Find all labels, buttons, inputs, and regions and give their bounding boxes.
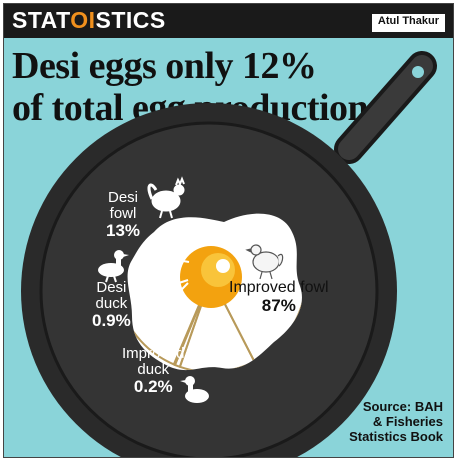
slice-name: Desi — [108, 189, 139, 206]
slice-label-desi-duck: Desi duck 0.9% — [92, 280, 131, 329]
slice-label-improved-fowl: Improved fowl 87% — [229, 279, 329, 315]
slice-label-improved-duck: Improved duck 0.2% — [122, 346, 185, 395]
slice-name: fowl — [109, 204, 137, 222]
frying-pan-chart — [21, 51, 437, 457]
slice-value: 13% — [106, 220, 141, 240]
slice-name: duck — [95, 294, 128, 312]
yolk-shine — [216, 259, 230, 273]
slice-name: Improved fowl — [229, 279, 329, 296]
source-line: & Fisheries — [372, 413, 443, 429]
hen-icon — [245, 244, 284, 280]
source-line: Source: BAH — [362, 399, 443, 414]
slice-value: 0.2% — [133, 376, 173, 396]
infographic-frame: STATOISTICS Atul Thakur Desi eggs only 1… — [3, 3, 454, 458]
duck-icon — [180, 376, 209, 403]
slice-value: 87% — [261, 295, 296, 315]
source-note: Source: BAH & Fisheries Statistics Book — [349, 399, 443, 445]
slice-name: Improved — [122, 345, 185, 362]
rooster-icon — [147, 176, 185, 219]
slice-name: Desi — [96, 279, 127, 296]
chart-title-line-1: Desi eggs only 12% — [12, 45, 317, 87]
duck-icon — [98, 250, 129, 283]
leader-desi-duck — [138, 279, 189, 297]
slice-value: 0.9% — [92, 310, 131, 330]
slice-label-desi-fowl: Desi fowl 13% — [106, 190, 140, 239]
source-line: Statistics Book — [349, 428, 443, 444]
leader-improved-duck — [143, 282, 189, 329]
handle-hole — [412, 66, 424, 78]
slice-name: duck — [137, 360, 170, 378]
author-byline: Atul Thakur — [371, 14, 445, 32]
pie-slice-improved-duck — [172, 276, 212, 367]
header-bar: STATOISTICS Atul Thakur — [4, 4, 453, 38]
pan-handle — [334, 51, 437, 164]
brand-logo: STATOISTICS — [12, 7, 166, 33]
leader-desi-fowl — [153, 255, 190, 263]
